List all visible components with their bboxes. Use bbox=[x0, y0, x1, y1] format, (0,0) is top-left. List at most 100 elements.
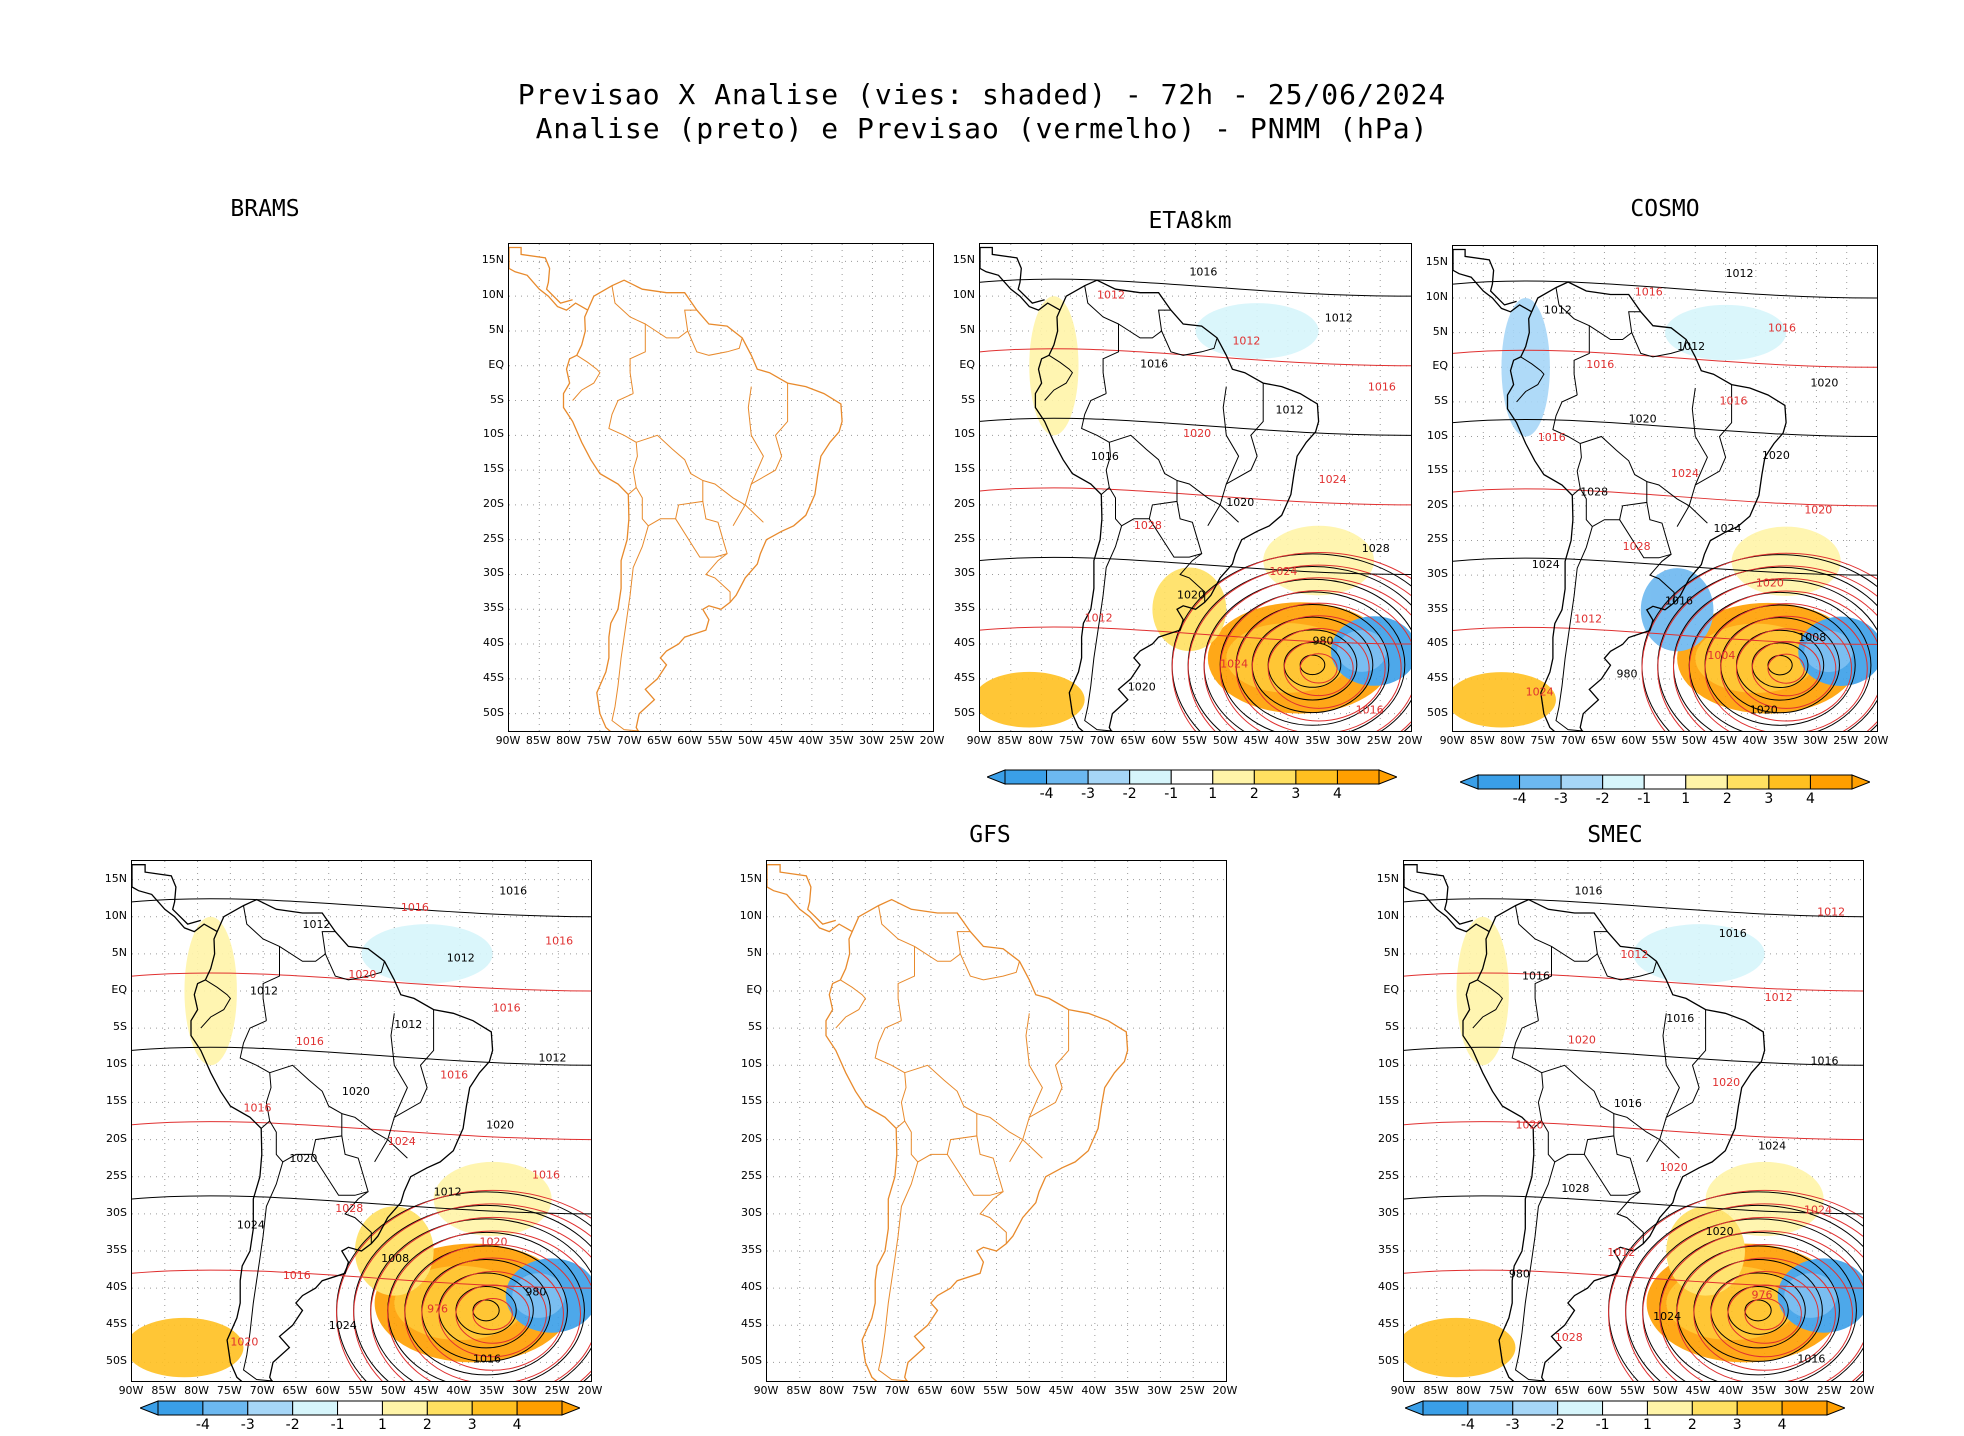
lon-tick-label: 60W bbox=[1151, 734, 1177, 747]
pressure-label: 1020 bbox=[1810, 376, 1838, 389]
pressure-label: 1020 bbox=[480, 1235, 508, 1248]
colorbar-label: -1 bbox=[1595, 1417, 1610, 1433]
lon-tick-label: 50W bbox=[380, 1384, 406, 1397]
lat-tick-label: 20S bbox=[106, 1131, 127, 1145]
colorbar-segment bbox=[1557, 1400, 1604, 1416]
lon-tick-label: 65W bbox=[646, 734, 672, 747]
lon-tick-label: 55W bbox=[983, 1384, 1008, 1397]
lon-tick-label: 85W bbox=[1423, 1384, 1449, 1397]
lon-tick-label: 25W bbox=[1833, 734, 1859, 747]
colorbar-label: -1 bbox=[330, 1417, 345, 1433]
pressure-label: 1020 bbox=[1177, 588, 1205, 601]
lat-tick-label: 40S bbox=[1427, 636, 1448, 650]
lat-tick-label: 10S bbox=[1427, 428, 1448, 442]
coastline bbox=[509, 246, 843, 731]
bias-shading bbox=[132, 916, 591, 1378]
lat-tick-label: 35S bbox=[106, 1243, 127, 1256]
lon-tick-label: 80W bbox=[184, 1384, 209, 1397]
colorbar-label: -3 bbox=[1081, 786, 1096, 802]
lat-tick-label: 10N bbox=[739, 908, 762, 922]
lat-tick-label: 25S bbox=[1378, 1168, 1399, 1182]
isobars bbox=[132, 898, 591, 1381]
panel-label-cosmo: COSMO bbox=[1630, 196, 1700, 222]
colorbar-segment bbox=[1253, 769, 1297, 785]
pressure-label: 1020 bbox=[1226, 496, 1254, 509]
lat-tick-label: 45S bbox=[1427, 671, 1448, 685]
lon-tick-label: 40W bbox=[1274, 734, 1300, 747]
lat-tick-label: 10S bbox=[1378, 1057, 1399, 1071]
map-panel-brams bbox=[508, 243, 934, 732]
pressure-label: 1024 bbox=[1269, 565, 1297, 578]
lat-tick-label: 35S bbox=[483, 601, 504, 615]
lon-tick-label: 55W bbox=[1182, 734, 1207, 747]
lon-tick-label: 30W bbox=[1146, 1384, 1172, 1397]
colorbar-label: 1 bbox=[1681, 791, 1691, 807]
lat-tick-label: 5S bbox=[748, 1020, 762, 1034]
lon-tick-label: 30W bbox=[1802, 734, 1828, 747]
pressure-label: 1016 bbox=[283, 1269, 311, 1282]
lat-tick-label: 5N bbox=[1432, 324, 1448, 338]
pressure-label: 1020 bbox=[1568, 1033, 1596, 1046]
panel-label-brams: BRAMS bbox=[230, 196, 300, 222]
pressure-label: 1016 bbox=[1574, 884, 1602, 897]
colorbar-segment bbox=[1643, 774, 1687, 790]
pressure-label: 1016 bbox=[440, 1068, 468, 1081]
lat-tick-label: 5N bbox=[1383, 945, 1399, 959]
lon-tick-label: 65W bbox=[282, 1384, 308, 1397]
pressure-label: 1016 bbox=[1522, 970, 1550, 983]
lon-tick-label: 65W bbox=[1554, 1384, 1580, 1397]
lat-tick-label: 15S bbox=[483, 462, 504, 476]
pressure-label: 1016 bbox=[1665, 595, 1693, 608]
grid-lines bbox=[767, 861, 1226, 1381]
colorbar-smec: -4 -3 -2 -1 1 2 3 4 bbox=[1403, 1400, 1847, 1434]
colorbar-label: -4 bbox=[1039, 786, 1054, 802]
lon-tick-label: 20W bbox=[1849, 1384, 1875, 1397]
lon-tick-label: 50W bbox=[1681, 734, 1707, 747]
pressure-label: 1016 bbox=[401, 901, 429, 914]
coastline bbox=[1404, 864, 1766, 1381]
colorbar-segment bbox=[1602, 774, 1645, 790]
lon-tick-label: 55W bbox=[707, 734, 733, 747]
lon-tick-label: 45W bbox=[413, 1384, 439, 1397]
pressure-label: 1016 bbox=[545, 935, 573, 948]
colorbar-segment bbox=[1129, 769, 1172, 785]
lat-tick-label: 35S bbox=[1427, 601, 1448, 615]
lat-tick-label: 30S bbox=[106, 1205, 127, 1219]
lon-tick-label: 75W bbox=[851, 1384, 877, 1397]
lon-tick-label: 70W bbox=[1521, 1384, 1547, 1397]
colorbar-label: 3 bbox=[467, 1417, 477, 1433]
colorbar-label: -1 bbox=[1164, 786, 1179, 802]
colorbar-segment bbox=[1467, 1400, 1514, 1416]
colorbar-svg bbox=[138, 1400, 582, 1416]
pressure-label: 1024 bbox=[1220, 657, 1248, 670]
lon-tick-label: 20W bbox=[577, 1384, 603, 1397]
lat-tick-label: 45S bbox=[954, 670, 975, 684]
pressure-label: 1012 bbox=[394, 1018, 422, 1031]
lat-tick-label: 5S bbox=[113, 1020, 127, 1034]
coastline bbox=[980, 246, 1320, 731]
pressure-label: 1024 bbox=[1758, 1140, 1786, 1153]
lat-tick-label: EQ bbox=[111, 983, 127, 996]
lon-tick-label: 75W bbox=[216, 1384, 242, 1397]
panel-label-gfs: GFS bbox=[969, 822, 1011, 848]
lat-tick-label: 40S bbox=[741, 1280, 762, 1294]
pressure-label: 1020 bbox=[342, 1085, 370, 1098]
lon-tick-label: 55W bbox=[1620, 1384, 1645, 1397]
pressure-label: 1012 bbox=[1677, 340, 1705, 353]
lat-tick-label: 5N bbox=[111, 945, 127, 959]
pressure-label: 1016 bbox=[243, 1102, 271, 1115]
colorbar-label: -1 bbox=[1637, 791, 1652, 807]
lat-tick-label: 35S bbox=[1378, 1243, 1399, 1256]
lon-tick-label: 80W bbox=[1500, 734, 1525, 747]
lon-tick-label: 45W bbox=[1685, 1384, 1711, 1397]
pressure-label: 1020 bbox=[1183, 427, 1211, 440]
lon-tick-label: 70W bbox=[249, 1384, 275, 1397]
colorbar-segment bbox=[247, 1400, 294, 1416]
pressure-label: 1028 bbox=[1555, 1331, 1583, 1344]
lon-tick-label: 50W bbox=[1212, 734, 1238, 747]
pressure-label: 1028 bbox=[1580, 485, 1608, 498]
lon-tick-label: 70W bbox=[884, 1384, 910, 1397]
pressure-label: 1012 bbox=[1726, 267, 1754, 280]
map-panel-bottom-left: 1016 1016 1012 1016 1012 1020 1012 1016 1012 1016… bbox=[131, 860, 592, 1382]
colorbar-segment bbox=[1295, 769, 1338, 785]
